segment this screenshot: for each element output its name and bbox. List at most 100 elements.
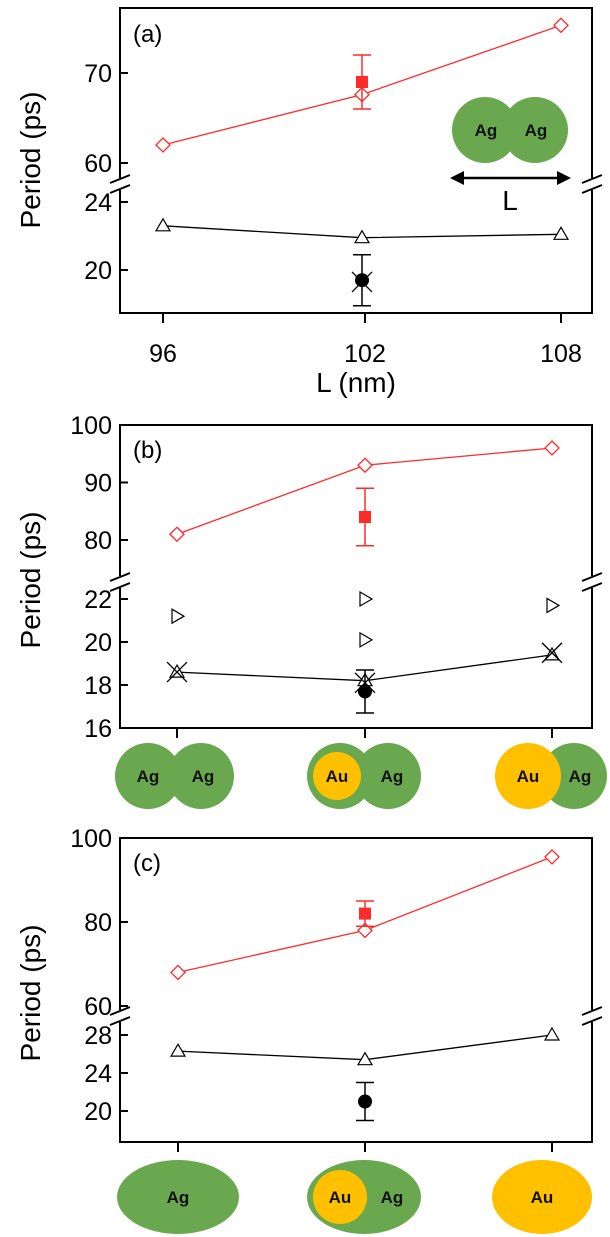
panel-c-label: (c): [133, 850, 161, 877]
inset-particle-1: [452, 97, 518, 163]
b-break-gap-1: [588, 576, 596, 588]
a-break-gap-1: [588, 178, 596, 190]
a-break-slash-a-0: [109, 174, 131, 184]
c-ytick-label-0: 60: [84, 993, 112, 1021]
panel-b-frame: [119, 424, 593, 729]
panel-c-category-3: Au: [492, 1160, 592, 1234]
panel-c-marks: [169, 848, 561, 1122]
panel-c-ylabel: Period (ps): [15, 925, 46, 1062]
b-cat1-particle-2: [168, 743, 234, 809]
b-series-3-point-2: [546, 597, 561, 614]
c-break-gap-0: [116, 1010, 124, 1022]
b-series-2-point-0-b: [166, 661, 188, 683]
c-cat3-particle: [492, 1160, 592, 1234]
inset-particle-1-label: Ag: [475, 121, 498, 140]
panel-c-ticks: 60 80 100 20 24 28: [70, 825, 603, 1152]
panel-a-ylabel: Period (ps): [15, 92, 46, 229]
panel-a-frame: [119, 7, 593, 314]
panel-a-marks: [154, 17, 570, 307]
c-series-1-point-1: [356, 1051, 374, 1066]
b-series-3-point-1: [359, 590, 374, 608]
a-series-1-point-1: [353, 229, 371, 244]
c-series-1-point-2: [543, 1026, 561, 1041]
panel-a-xlabel: L (nm): [316, 367, 396, 398]
b-cat3-particle-2: [541, 743, 607, 809]
c-series-0-point-0: [170, 964, 186, 981]
c-break-gap-1: [588, 1010, 596, 1022]
a-break-slash-a-1: [581, 174, 603, 184]
panel-b-ylabel: Period (ps): [15, 512, 46, 649]
a-xtick-label-0: 96: [149, 340, 177, 368]
b-ytick-label-2: 100: [70, 412, 112, 440]
b-series-1-point-0: [168, 663, 186, 678]
c-series-3-point-0: [358, 1094, 372, 1109]
panel-b-category-3: Au Ag: [495, 743, 607, 809]
b-cat3-label-2: Ag: [569, 767, 592, 786]
b-cat2-label-2: Ag: [381, 767, 404, 786]
b-series-0-point-1: [357, 457, 373, 474]
b-ytick-label-4: 18: [84, 672, 112, 700]
c-series-1-point-0: [169, 1042, 187, 1057]
c-ytick-label-1: 80: [84, 909, 112, 937]
a-series-3-point-0: [355, 273, 369, 288]
a-ytick-label-2: 20: [84, 257, 112, 285]
c-series-0-point-2: [544, 848, 560, 865]
b-ytick-label-1: 90: [84, 470, 112, 498]
b-break-slash-a-1: [581, 572, 603, 582]
b-break-slash-b-0: [109, 582, 131, 592]
c-cat3-label: Au: [531, 1188, 554, 1207]
b-series-3-point-0: [171, 608, 186, 625]
c-ytick-label-3: 20: [84, 1098, 112, 1126]
b-ytick-label-3: 16: [84, 715, 112, 743]
inset-particle-2-label: Ag: [525, 121, 548, 140]
panel-c-frame: [119, 837, 593, 1143]
b-cat1-label-1: Ag: [137, 767, 160, 786]
a-series-1-point-2: [552, 226, 570, 240]
b-cat2-label-1: Au: [326, 767, 349, 786]
a-series-2-point-0: [356, 76, 368, 88]
inset-L-label: L: [502, 185, 518, 216]
b-break-slash-b-1: [581, 582, 603, 592]
panel-b-label: (b): [133, 437, 162, 464]
c-ytick-label-5: 28: [84, 1022, 112, 1050]
b-series-4-point-0: [359, 631, 374, 648]
a-break-slash-b-0: [109, 184, 131, 194]
a-series-0-point-2: [553, 17, 569, 34]
c-break-slash-b-0: [109, 1016, 131, 1026]
panel-c-category-1: Ag: [117, 1160, 239, 1234]
b-series-0-point-2: [544, 440, 560, 456]
b-cat1-label-2: Ag: [192, 767, 215, 786]
c-series-2-point-0: [359, 907, 371, 920]
panel-a-label: (a): [133, 21, 162, 48]
c-cat2-au-core: [313, 1170, 367, 1224]
a-series-1-point-0: [154, 217, 172, 232]
b-cat3-label-1: Au: [517, 767, 540, 786]
b-series-2-point-2-b: [541, 642, 563, 664]
b-ytick-label-0: 80: [84, 527, 112, 555]
a-series-4-point-0-b: [351, 271, 373, 293]
b-series-6-point-0: [358, 684, 372, 699]
inset-arrow-left: [450, 171, 464, 185]
panel-c-category-2: Au Ag: [307, 1160, 421, 1234]
c-cat1-particle: [117, 1160, 239, 1234]
panel-b: (b) Period (ps) 80 90 100 16 18 20 22 Ag Ag Au…: [15, 412, 607, 809]
a-ytick-label-0: 60: [84, 150, 112, 178]
a-xtick-label-2: 108: [540, 340, 582, 368]
c-ytick-label-4: 24: [84, 1060, 112, 1088]
c-cat1-label: Ag: [167, 1188, 190, 1207]
a-break-slash-b-1: [581, 184, 603, 194]
c-break-slash-b-1: [581, 1016, 603, 1026]
b-cat2-au-core: [313, 752, 361, 800]
c-ytick-label-2: 100: [70, 825, 112, 853]
b-cat2-particle-2: [355, 743, 421, 809]
b-ytick-label-6: 22: [84, 586, 112, 614]
b-series-0-point-0: [169, 526, 185, 543]
panel-b-marks: [166, 440, 563, 714]
b-cat1-particle-1: [115, 743, 181, 809]
a-series-0-point-0: [155, 137, 171, 153]
a-break-gap-0: [116, 178, 124, 190]
c-break-slash-a-1: [581, 1006, 603, 1016]
panel-b-ticks: 80 90 100 16 18 20 22: [70, 412, 603, 743]
